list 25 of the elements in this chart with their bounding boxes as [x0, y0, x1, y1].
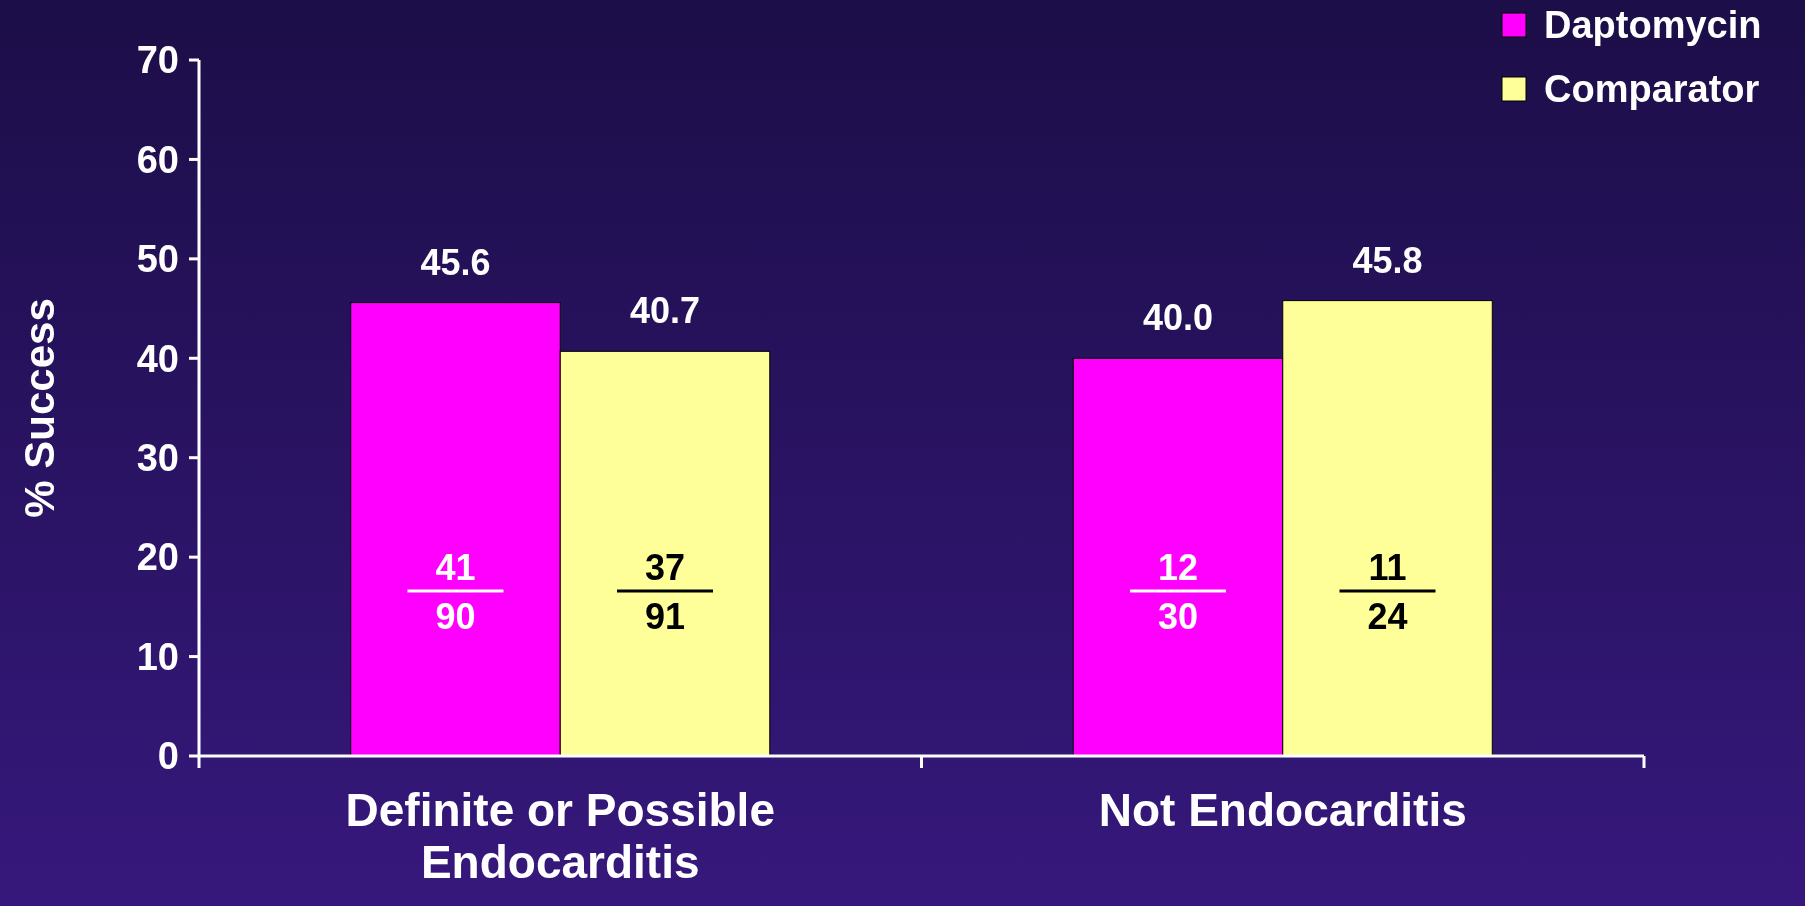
annotation: 24	[1367, 596, 1408, 638]
annotation: 11	[1368, 546, 1407, 588]
annotation: 91	[644, 596, 686, 638]
y-axis-title: % Success	[16, 298, 63, 518]
x-tick-label: Definite or Possible Endocarditis	[345, 784, 775, 888]
data-label: 40.0	[1142, 297, 1214, 339]
y-tick-label: 30	[136, 437, 179, 480]
annotation: 41	[435, 546, 476, 588]
x-tick-label: Not Endocarditis	[1098, 784, 1467, 836]
y-tick-label: 50	[136, 238, 179, 281]
annotation: 37	[644, 546, 686, 588]
data-label: 45.8	[1352, 239, 1423, 281]
y-tick-label: 0	[157, 735, 179, 778]
legend-label: Daptomycin	[1544, 4, 1762, 47]
legend-label: Comparator	[1544, 68, 1760, 111]
y-tick-label: 70	[136, 39, 179, 82]
annotation: 12	[1157, 546, 1199, 588]
data-label: 40.7	[629, 290, 701, 332]
y-tick-label: 20	[136, 536, 179, 579]
y-tick-label: 40	[136, 337, 179, 380]
annotation: 30	[1157, 596, 1199, 638]
y-tick-label: 60	[136, 138, 179, 181]
y-tick-label: 10	[136, 635, 179, 678]
data-label: 45.6	[420, 241, 491, 283]
annotation: 90	[435, 596, 476, 638]
